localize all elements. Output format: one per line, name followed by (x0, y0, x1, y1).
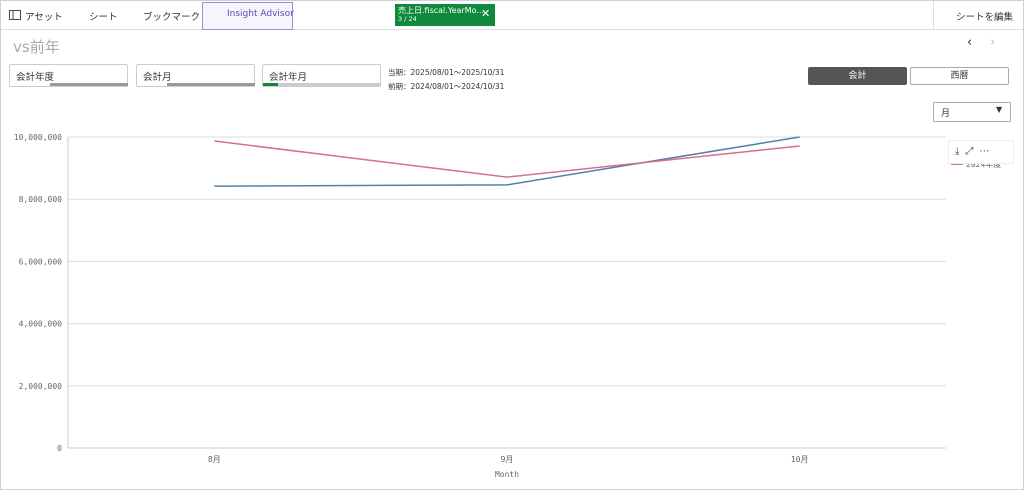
sheet-title: vs前年 (13, 38, 60, 56)
toggle-calendar[interactable]: 西暦 (910, 67, 1009, 85)
x-tick-label: 9月 (501, 455, 514, 464)
dropdown-value: 月 (941, 109, 951, 119)
chart-actions[interactable]: ⤓⤢⋯ (948, 140, 1014, 164)
legend-label: 2024年度 (966, 159, 1001, 169)
filter-label: 会計年度 (16, 72, 55, 83)
y-tick-label: 4,000,000 (19, 320, 63, 329)
edit-sheet-button[interactable]: シートを編集 (956, 12, 1014, 23)
x-tick-label: 10月 (791, 455, 809, 464)
y-tick-label: 0 (57, 444, 62, 453)
insight-advisor-label: Insight Advisor (227, 9, 294, 19)
toolbar (1, 1, 1023, 30)
filter-label: 会計年月 (269, 72, 308, 83)
sheet-button[interactable]: シート (89, 12, 118, 23)
filter-label: 会計月 (143, 72, 172, 83)
filter-bar (167, 83, 255, 86)
filter-bar (278, 83, 381, 86)
filter-fiscal-year[interactable]: 会計年度 (9, 64, 128, 87)
insight-advisor[interactable] (202, 2, 293, 30)
prev-sheet[interactable]: ‹ (967, 35, 973, 50)
x-tick-label: 8月 (208, 455, 221, 464)
y-tick-label: 10,000,000 (14, 133, 62, 142)
y-tick-label: 2,000,000 (19, 382, 63, 391)
y-tick-label: 8,000,000 (19, 195, 63, 204)
bookmark-button[interactable]: ブックマーク (143, 12, 201, 23)
series-line (214, 140, 800, 178)
selection-count: 3 / 24 (398, 15, 417, 23)
filter-fiscal-yearmonth[interactable]: 会計年月 (262, 64, 381, 87)
selection-field: 売上日.fiscal.YearMo... (398, 6, 485, 15)
series-line (214, 136, 800, 187)
next-sheet[interactable]: › (990, 35, 996, 50)
period-previous: 前期：2024/08/01～2024/10/31 (388, 82, 505, 91)
filter-bar (50, 83, 128, 86)
filter-fiscal-month[interactable]: 会計月 (136, 64, 255, 87)
x-axis-title: Month (495, 470, 519, 479)
dropdown-arrow: ▼ (996, 105, 1003, 114)
y-tick-label: 6,000,000 (19, 257, 63, 266)
assets-icon (9, 10, 21, 20)
edit-area (933, 1, 1023, 29)
toggle-fiscal[interactable]: 会計 (808, 67, 907, 85)
selection-clear[interactable]: ✕ (481, 7, 491, 20)
selection-chip[interactable] (395, 4, 495, 26)
filter-bar (263, 83, 278, 86)
assets-button[interactable]: アセット (25, 12, 63, 23)
period-current: 当期：2025/08/01～2025/10/31 (388, 68, 505, 77)
dropdown[interactable] (933, 102, 1011, 122)
